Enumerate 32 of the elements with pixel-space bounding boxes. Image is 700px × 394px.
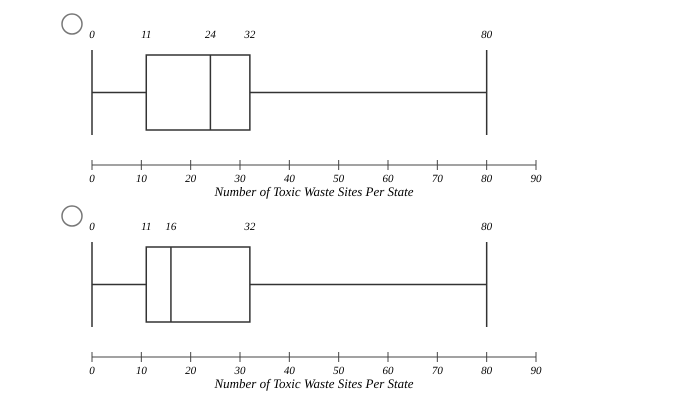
x-tick-label: 60 bbox=[382, 365, 394, 377]
text: 32 bbox=[243, 221, 256, 233]
x-tick-label: 30 bbox=[234, 365, 246, 377]
text: 11 bbox=[141, 29, 152, 41]
x-tick-label: 90 bbox=[530, 365, 542, 377]
x-tick-label: 90 bbox=[530, 173, 542, 185]
text: 80 bbox=[481, 29, 493, 41]
text: 16 bbox=[165, 221, 177, 233]
x-axis-title: Number of Toxic Waste Sites Per State bbox=[213, 184, 414, 199]
x-tick-label: 80 bbox=[481, 173, 493, 185]
x-tick-label: 60 bbox=[382, 173, 394, 185]
text: 0 bbox=[89, 221, 96, 233]
text: 11 bbox=[141, 221, 152, 233]
x-tick-label: 50 bbox=[333, 365, 345, 377]
x-tick-label: 40 bbox=[284, 173, 296, 185]
x-tick-label: 20 bbox=[185, 173, 197, 185]
text: 24 bbox=[204, 29, 216, 41]
x-tick-label: 0 bbox=[89, 173, 96, 185]
x-tick-label: 30 bbox=[234, 173, 246, 185]
x-tick-label: 10 bbox=[136, 173, 148, 185]
x-tick-label: 40 bbox=[284, 365, 296, 377]
text: 0 bbox=[89, 29, 96, 41]
x-tick-label: 20 bbox=[185, 365, 197, 377]
x-tick-label: 70 bbox=[432, 365, 444, 377]
x-tick-label: 50 bbox=[333, 173, 345, 185]
x-tick-label: 10 bbox=[136, 365, 148, 377]
text: 80 bbox=[481, 221, 493, 233]
x-tick-label: 70 bbox=[432, 173, 444, 185]
x-axis-title: Number of Toxic Waste Sites Per State bbox=[213, 376, 414, 391]
text: 32 bbox=[243, 29, 256, 41]
x-tick-label: 0 bbox=[89, 365, 96, 377]
x-tick-label: 80 bbox=[481, 365, 493, 377]
